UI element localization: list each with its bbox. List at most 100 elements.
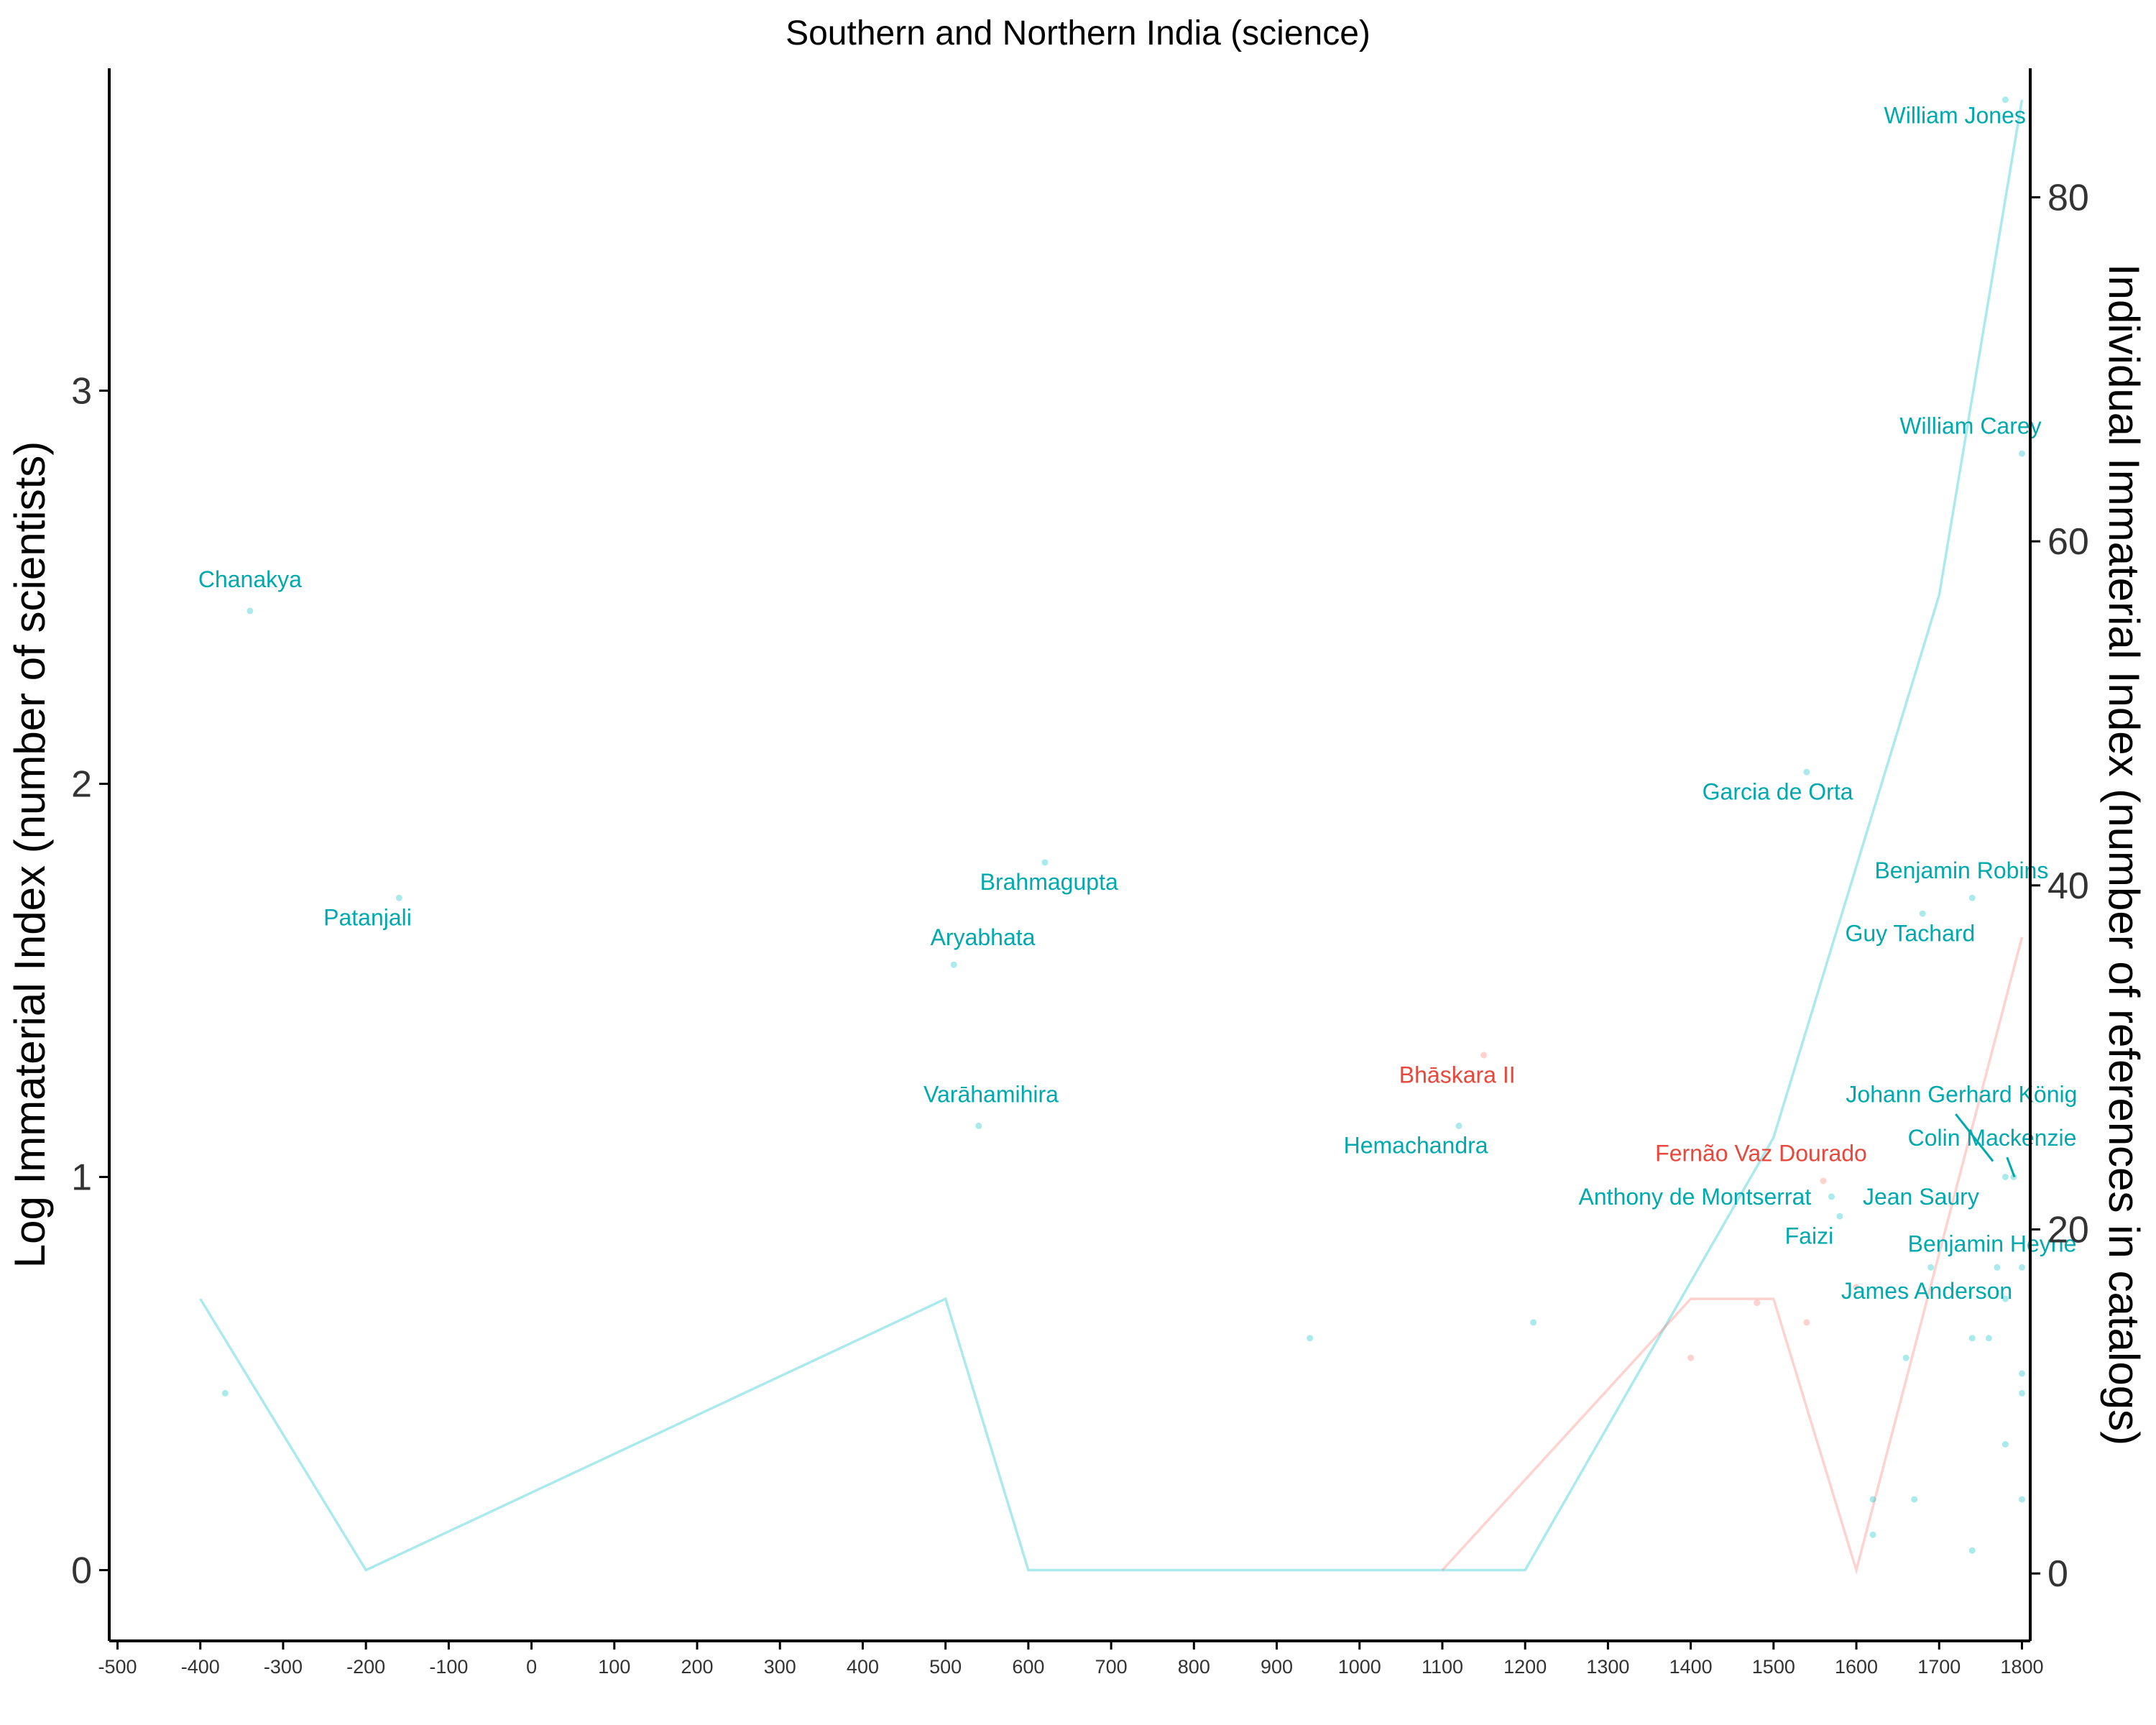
y-ticks-right: 0 20 40 60 80	[2030, 178, 2089, 1595]
data-point-north	[2019, 1389, 2025, 1397]
x-tick-label: 400	[847, 1656, 879, 1678]
y-tick-label-right: 60	[2047, 521, 2089, 563]
data-point-north	[1455, 1122, 1462, 1129]
data-point-north	[1307, 1335, 1314, 1342]
data-point-north	[247, 607, 254, 615]
y-tick-label-left: 3	[71, 371, 92, 413]
x-tick-label: 0	[526, 1656, 537, 1678]
data-point-north	[1968, 894, 1976, 901]
x-tick-label: -400	[181, 1656, 220, 1678]
data-point-north	[950, 961, 957, 968]
data-point-north	[1869, 1496, 1876, 1503]
data-point-north	[1919, 910, 1926, 917]
label-connector	[2006, 1156, 2016, 1178]
data-point-north	[1836, 1213, 1843, 1220]
y-tick-label-right: 0	[2047, 1553, 2068, 1595]
y-tick-label-right: 40	[2047, 865, 2089, 907]
point-label: Brahmagupta	[980, 869, 1118, 895]
data-point-north	[395, 894, 402, 901]
point-label: Varāhamihira	[923, 1082, 1059, 1108]
point-label: Hemachandra	[1344, 1133, 1488, 1159]
y-tick-label-left: 1	[71, 1157, 92, 1199]
x-tick-label: 1700	[1917, 1656, 1961, 1678]
data-point-north	[2001, 96, 2009, 104]
data-point-south	[1687, 1354, 1695, 1361]
data-point-north	[2001, 1295, 2009, 1302]
data-point-south	[1754, 1300, 1761, 1307]
data-point-south	[1480, 1052, 1488, 1059]
y-tick-label-left: 0	[71, 1550, 92, 1592]
data-point-north	[1927, 1264, 1935, 1271]
point-label: Anthony de Montserrat	[1579, 1184, 1812, 1210]
point-label: Guy Tachard	[1845, 920, 1975, 946]
y-axis-label-left: Log Immaterial Index (number of scientis…	[6, 441, 54, 1268]
point-label: Benjamin Robins	[1874, 857, 2048, 883]
x-ticks: -500 -400 -300 -200 -100 0 100 200 300 400 500 600 7…	[98, 1641, 2044, 1678]
x-tick-label: 700	[1095, 1656, 1128, 1678]
data-point-north	[1902, 1354, 1909, 1361]
data-point-north	[975, 1122, 982, 1129]
data-point-north	[1530, 1319, 1537, 1326]
series-points	[221, 96, 2025, 1554]
x-tick-label: 300	[764, 1656, 796, 1678]
data-point-north	[2001, 1441, 2009, 1448]
data-point-south	[1803, 1319, 1810, 1326]
data-point-north	[2019, 1370, 2025, 1377]
point-label: Johann Gerhard König	[1846, 1082, 2077, 1108]
data-point-north	[1828, 1193, 1835, 1200]
series-line-north	[199, 99, 2024, 1572]
x-tick-label: -500	[98, 1656, 137, 1678]
point-label: William Carey	[1899, 413, 2041, 439]
data-point-north	[2019, 1496, 2025, 1503]
data-point-north	[2019, 450, 2025, 457]
point-label: Fernão Vaz Dourado	[1655, 1141, 1867, 1167]
data-point-south	[1820, 1177, 1827, 1184]
data-point-north	[1968, 1335, 1976, 1342]
x-tick-label: 1000	[1338, 1656, 1381, 1678]
label-connectors	[1955, 1113, 2016, 1178]
point-label: James Anderson	[1841, 1278, 2012, 1304]
chart-title: Southern and Northern India (science)	[786, 14, 1370, 52]
x-tick-label: 1800	[2000, 1656, 2043, 1678]
point-label: Faizi	[1785, 1223, 1834, 1249]
point-label: Garcia de Orta	[1703, 778, 1853, 804]
label-connector	[1955, 1113, 1994, 1162]
x-tick-label: 800	[1178, 1656, 1210, 1678]
point-label: Colin Mackenzie	[1908, 1125, 2077, 1151]
point-label: Patanjali	[323, 905, 412, 931]
y-tick-label-right: 80	[2047, 178, 2089, 219]
point-labels: Chanakya Patanjali Aryabhata Varāhamihira Br…	[198, 103, 2078, 1304]
series-line-south	[1441, 937, 2024, 1575]
y-ticks-left: 0 1 2 3	[71, 371, 109, 1592]
x-tick-label: 1600	[1835, 1656, 1878, 1678]
x-tick-label: 900	[1261, 1656, 1293, 1678]
data-point-north	[1911, 1496, 1918, 1503]
point-label: Benjamin Heyne	[1908, 1231, 2077, 1257]
y-tick-label-left: 2	[71, 764, 92, 806]
series-lines	[199, 99, 2024, 1575]
point-label: Chanakya	[198, 566, 302, 592]
x-tick-label: 1100	[1422, 1656, 1463, 1678]
data-point-north	[1968, 1547, 1976, 1554]
data-point-north	[1803, 768, 1810, 776]
data-point-north	[2001, 1174, 2009, 1180]
data-point-south	[1853, 1284, 1860, 1291]
data-point-north	[1994, 1264, 2001, 1271]
x-tick-label: 1500	[1752, 1656, 1795, 1678]
y-axis-label-right: Individual Immaterial Index (number of r…	[2100, 264, 2148, 1445]
x-tick-label: -300	[264, 1656, 303, 1678]
data-point-north	[2019, 1264, 2025, 1271]
x-tick-label: 1400	[1669, 1656, 1713, 1678]
point-label: Jean Saury	[1863, 1184, 1979, 1210]
x-tick-label: 1200	[1503, 1656, 1547, 1678]
x-tick-label: -100	[429, 1656, 468, 1678]
x-tick-label: -200	[346, 1656, 385, 1678]
x-tick-label: 500	[929, 1656, 962, 1678]
axes	[108, 68, 2032, 1642]
x-tick-label: 1300	[1586, 1656, 1629, 1678]
point-label: Aryabhata	[931, 924, 1036, 950]
data-point-north	[221, 1389, 229, 1397]
y-tick-label-right: 20	[2047, 1210, 2089, 1251]
